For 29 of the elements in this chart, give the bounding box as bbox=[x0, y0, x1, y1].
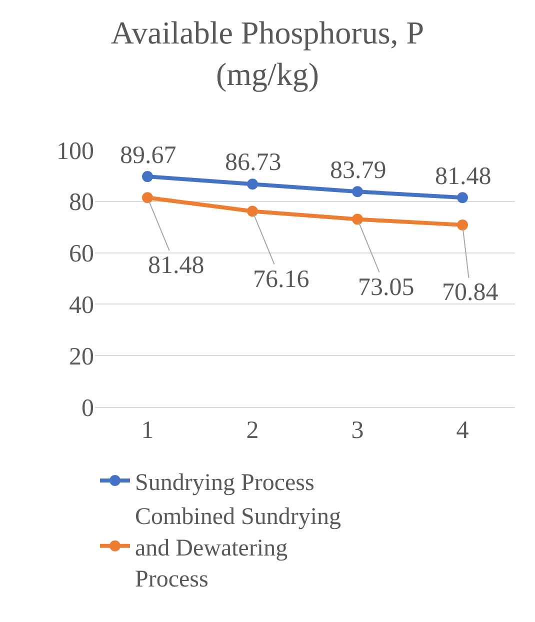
data-label: 83.79 bbox=[330, 157, 386, 184]
point bbox=[457, 192, 468, 204]
legend-label: Combined Sundrying and Dewatering Process bbox=[135, 504, 342, 592]
y-tick-label: 20 bbox=[69, 343, 94, 370]
point bbox=[457, 219, 468, 230]
x-tick-label: 4 bbox=[456, 417, 470, 444]
point bbox=[352, 214, 363, 225]
x-tick-label: 2 bbox=[246, 417, 259, 444]
y-tick-label: 100 bbox=[56, 138, 94, 165]
point bbox=[142, 171, 153, 182]
data-label: 86.73 bbox=[225, 149, 282, 176]
legend-label: Sundrying Process bbox=[135, 470, 314, 496]
point bbox=[142, 192, 153, 204]
y-tick-label: 80 bbox=[69, 189, 94, 216]
point bbox=[247, 206, 258, 217]
data-label: 76.16 bbox=[253, 266, 310, 293]
data-label: 70.84 bbox=[442, 279, 499, 306]
data-label: 81.48 bbox=[148, 252, 204, 279]
data-label: 89.67 bbox=[120, 142, 176, 169]
chart-title: Available Phosphorus, P (mg/kg) bbox=[110, 14, 424, 92]
point bbox=[352, 186, 363, 198]
data-label: 73.05 bbox=[358, 274, 414, 301]
y-tick-label: 40 bbox=[69, 292, 94, 319]
point bbox=[247, 178, 258, 190]
x-tick-label: 3 bbox=[351, 417, 364, 444]
y-tick-label: 0 bbox=[82, 394, 94, 422]
data-label: 81.48 bbox=[435, 163, 492, 190]
y-tick-label: 60 bbox=[69, 240, 94, 268]
x-tick-label: 1 bbox=[141, 417, 154, 444]
